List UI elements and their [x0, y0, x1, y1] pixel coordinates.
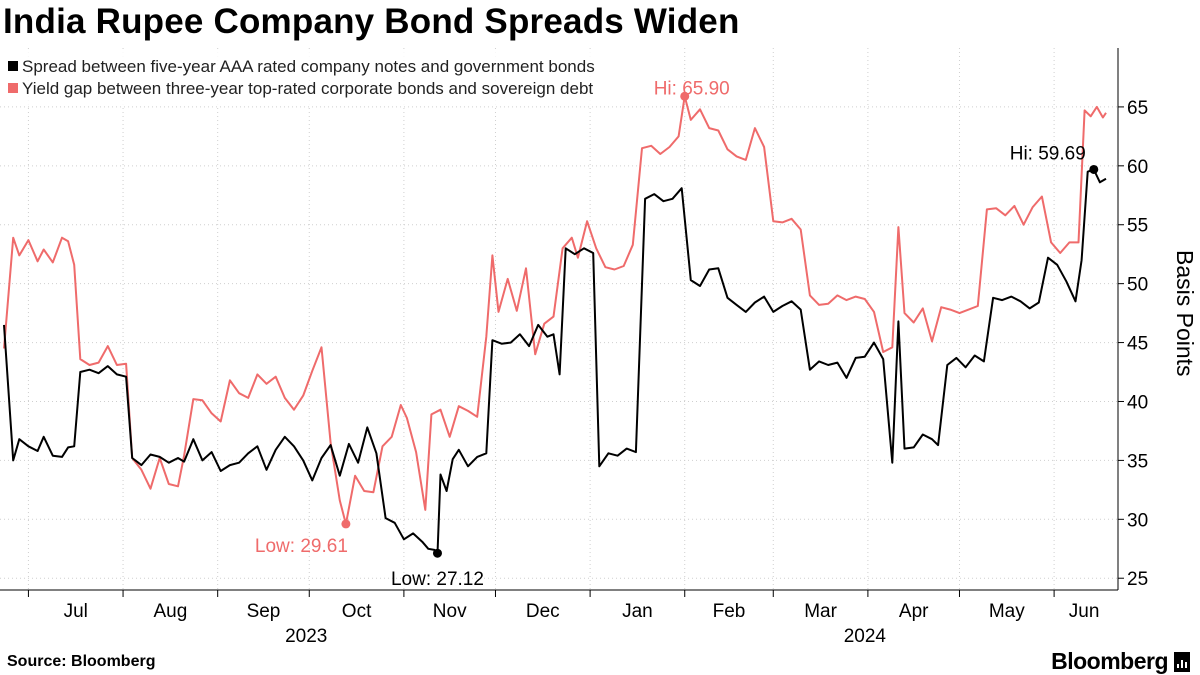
gridlines — [0, 48, 1118, 590]
year-label: 2024 — [844, 626, 887, 647]
chart-title: India Rupee Company Bond Spreads Widen — [3, 2, 740, 41]
year-label: 2023 — [285, 626, 327, 647]
annotation-label: Hi: 65.90 — [654, 78, 730, 99]
y-tick-label: 45 — [1127, 334, 1148, 355]
y-tick-label: 50 — [1127, 275, 1148, 296]
x-tick-label: Dec — [526, 601, 560, 622]
annotation-label: Hi: 59.69 — [1010, 143, 1086, 164]
y-tick-label: 30 — [1127, 510, 1148, 531]
x-tick-label: Jul — [64, 601, 88, 622]
terminal-icon — [1174, 651, 1190, 672]
axes: 25 30 35 40 45 50 55 60 65 Jul Aug Sep Oct Nov Dec Jan F… — [0, 48, 1198, 647]
series-line-1 — [3, 95, 1107, 525]
legend-entry: Spread between five-year AAA rated compa… — [22, 57, 595, 76]
y-tick-label: 65 — [1127, 98, 1148, 119]
y-axis-label: Basis Points — [1172, 250, 1198, 377]
x-tick-label: Mar — [804, 601, 837, 622]
series-lines — [3, 95, 1107, 555]
legend-swatch — [8, 61, 18, 71]
source-note: Source: Bloomberg — [7, 653, 156, 670]
annotation-marker — [341, 519, 351, 529]
annotation-marker — [680, 91, 690, 101]
x-tick-label: Oct — [342, 601, 372, 622]
x-tick-label: Nov — [433, 601, 467, 622]
y-tick-label: 60 — [1127, 157, 1148, 178]
annotations: Hi: 65.90 Low: 29.61 Low: 27.12 Hi: 59.69 — [255, 78, 1099, 590]
x-tick-label: Aug — [153, 601, 187, 622]
y-tick-label: 40 — [1127, 392, 1148, 413]
annotation-marker — [1089, 164, 1099, 174]
brand-wordmark: Bloomberg — [1051, 648, 1168, 674]
x-tick-label: Apr — [899, 601, 929, 622]
x-tick-label: Sep — [247, 601, 281, 622]
legend-entry: Yield gap between three-year top-rated c… — [22, 79, 593, 98]
legend-box — [4, 52, 670, 106]
annotation-marker — [432, 548, 442, 558]
x-tick-label: Jun — [1069, 601, 1100, 622]
annotation-label: Low: 29.61 — [255, 536, 348, 557]
series-line-0 — [3, 168, 1107, 555]
annotation-label: Low: 27.12 — [391, 569, 484, 590]
brand-logo: Bloomberg — [1051, 648, 1190, 675]
x-tick-label: May — [989, 601, 1025, 622]
y-tick-label: 35 — [1127, 451, 1148, 472]
y-tick-label: 55 — [1127, 216, 1148, 237]
x-tick-label: Feb — [713, 601, 746, 622]
legend: Spread between five-year AAA rated compa… — [4, 52, 670, 106]
legend-swatch — [8, 83, 18, 93]
y-tick-label: 25 — [1127, 569, 1148, 590]
x-tick-label: Jan — [622, 601, 653, 622]
